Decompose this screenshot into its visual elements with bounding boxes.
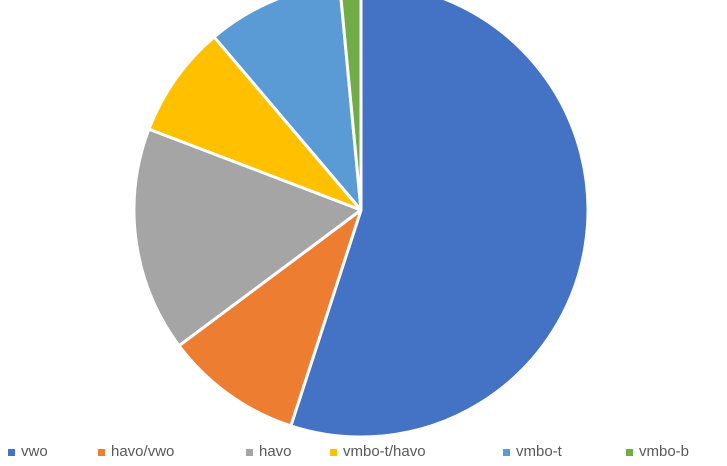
- pie-slice-havo-vwo: [177, 208, 363, 428]
- legend-label-vwo: vwo: [21, 443, 48, 460]
- legend-swatch-havo: [246, 448, 253, 456]
- legend-item-havo: havo: [246, 442, 292, 462]
- legend-label-vmbo-b: vmbo-b: [639, 443, 690, 460]
- legend-item-vwo: vwo: [8, 442, 48, 462]
- legend-label-vmbo-t: vmbo-t: [516, 443, 562, 460]
- pie-slice-vmbo-t-havo: [147, 35, 363, 212]
- legend-label-vmbo-t-havo: vmbo-t/havo: [343, 443, 426, 460]
- pie-slice-vmbo-t: [212, 0, 363, 212]
- legend-label-havo-vwo: havo/vwo: [111, 443, 175, 460]
- legend-item-vmbo-t: vmbo-t: [503, 442, 562, 462]
- legend-swatch-vmbo-t-havo: [330, 448, 337, 456]
- pie-slice-vwo: [289, 0, 590, 436]
- legend-swatch-vmbo-b: [626, 448, 633, 456]
- legend-label-havo: havo: [259, 443, 292, 460]
- legend-item-vmbo-b: vmbo-b: [626, 442, 689, 462]
- legend-item-havo-vwo: havo/vwo: [98, 442, 174, 462]
- legend-swatch-vmbo-t: [503, 448, 510, 456]
- legend-item-vmbo-t-havo: vmbo-t/havo: [330, 442, 426, 462]
- pie-slice-havo: [132, 127, 363, 348]
- pie-plot-area: [132, 0, 590, 436]
- pie-slice-vmbo-b: [339, 0, 363, 212]
- legend-swatch-havo-vwo: [98, 448, 105, 456]
- chart-legend: vwo havo/vwo havo vmbo-t/havo vmbo-t vmb…: [8, 442, 727, 464]
- legend-swatch-vwo: [8, 448, 15, 456]
